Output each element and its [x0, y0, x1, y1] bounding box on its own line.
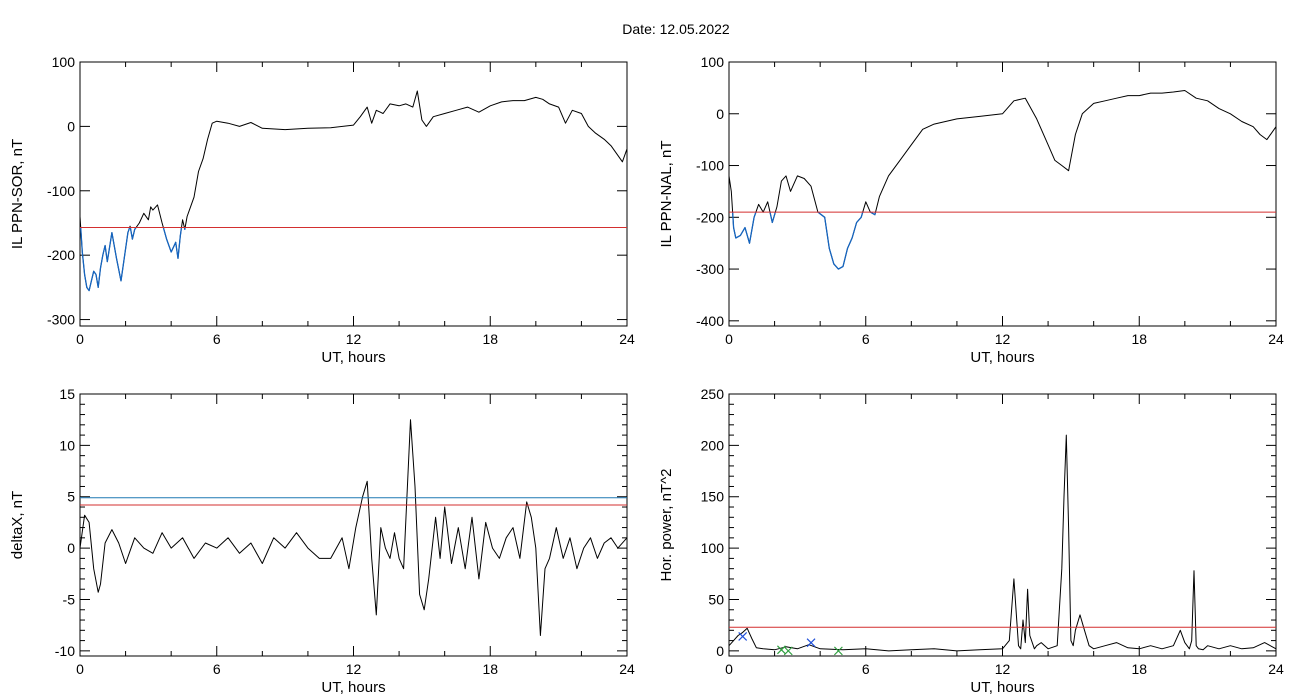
y-tick-label: 0 [67, 118, 75, 134]
y-tick-label: 150 [701, 489, 725, 505]
y-axis-label: IL PPN-NAL, nT [658, 141, 675, 248]
cross-marker [833, 646, 843, 656]
x-tick-label: 0 [76, 331, 84, 347]
x-tick-label: 6 [862, 331, 870, 347]
panel-il-ppn-nal: 0 6 12 18 24 -400 -300 -200 -100 0 100 UT, hours IL … [658, 54, 1284, 366]
plot-area [729, 434, 1276, 656]
x-tick-label: 24 [1268, 331, 1284, 347]
plot-frame [79, 61, 628, 327]
x-tick-label: 24 [1268, 661, 1284, 677]
page-title: Date: 12.05.2022 [622, 21, 730, 37]
series-line [729, 90, 1276, 270]
y-tick-label: -100 [696, 158, 724, 174]
y-tick-label: 50 [708, 591, 724, 607]
series-line-highlight [731, 212, 877, 270]
x-tick-label: 0 [725, 331, 733, 347]
series-line-highlight [80, 227, 186, 292]
y-tick-label: 100 [701, 54, 725, 70]
cross-marker [806, 638, 816, 648]
x-axis-label: UT, hours [970, 349, 1034, 366]
x-tick-label: 12 [995, 661, 1011, 677]
y-tick-label: 5 [67, 489, 75, 505]
y-tick-label: 0 [716, 643, 724, 659]
y-axis-label: IL PPN-SOR, nT [9, 139, 26, 249]
plot-area [729, 90, 1276, 270]
series-line [80, 419, 627, 636]
plot-frame [728, 61, 1277, 327]
x-tick-label: 12 [346, 661, 362, 677]
y-tick-label: -300 [47, 312, 75, 328]
x-tick-label: 18 [482, 331, 498, 347]
y-tick-label: -10 [55, 643, 75, 659]
y-tick-label: 100 [52, 54, 76, 70]
y-tick-label: -200 [696, 209, 724, 225]
plot-frame [79, 393, 628, 657]
y-tick-label: 100 [701, 540, 725, 556]
x-axis-label: UT, hours [321, 679, 385, 696]
y-tick-label: 0 [67, 540, 75, 556]
panel-deltax: 0 6 12 18 24 -10 -5 0 5 10 15 UT, hours deltaX, nT [9, 386, 635, 696]
y-tick-label: 15 [59, 386, 75, 402]
y-tick-label: -300 [696, 261, 724, 277]
x-tick-label: 6 [862, 661, 870, 677]
x-tick-label: 18 [1131, 661, 1147, 677]
x-axis-label: UT, hours [970, 679, 1034, 696]
x-tick-label: 0 [76, 661, 84, 677]
y-tick-label: -400 [696, 313, 724, 329]
y-axis-label: Hor. power, nT^2 [658, 469, 675, 582]
y-tick-label: 200 [701, 437, 725, 453]
x-tick-label: 0 [725, 661, 733, 677]
panel-hor-power: 0 6 12 18 24 0 50 100 150 200 250 UT, hours Hor. pow… [658, 386, 1284, 696]
series-line [729, 434, 1276, 652]
x-tick-label: 12 [346, 331, 362, 347]
cross-marker [783, 646, 793, 656]
x-tick-label: 24 [619, 661, 635, 677]
panel-il-ppn-sor: 0 6 12 18 24 -300 -200 -100 0 100 UT, hours IL PPN-… [9, 54, 635, 366]
x-tick-label: 24 [619, 331, 635, 347]
x-tick-label: 18 [482, 661, 498, 677]
plot-area [80, 419, 627, 636]
x-tick-label: 6 [213, 661, 221, 677]
plot-area [80, 90, 627, 292]
series-line [80, 90, 627, 292]
y-tick-label: -100 [47, 183, 75, 199]
y-tick-label: -5 [63, 591, 76, 607]
x-tick-label: 6 [213, 331, 221, 347]
x-tick-label: 18 [1131, 331, 1147, 347]
y-tick-label: 0 [716, 106, 724, 122]
plot-frame [728, 393, 1277, 657]
y-axis-label: deltaX, nT [9, 491, 26, 559]
y-tick-label: 250 [701, 386, 725, 402]
cross-marker [738, 632, 748, 641]
x-axis-label: UT, hours [321, 349, 385, 366]
x-tick-label: 12 [995, 331, 1011, 347]
y-tick-label: -200 [47, 247, 75, 263]
y-tick-label: 10 [59, 437, 75, 453]
